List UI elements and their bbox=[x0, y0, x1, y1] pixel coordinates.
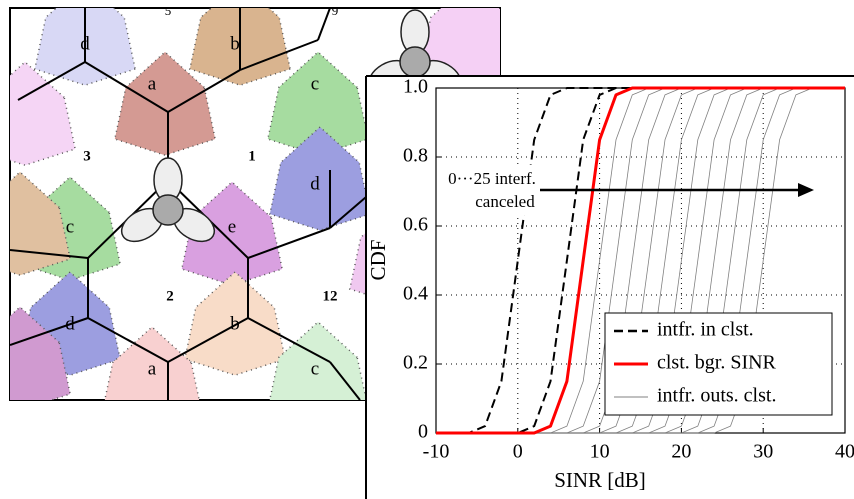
cell-label: 12 bbox=[323, 288, 338, 304]
cell-label: d bbox=[310, 173, 320, 194]
page: d b a c 3 1 d c e 2 12 d b a c 5 9 SINR [dB] CDF 0 0.2 0.4… bbox=[0, 0, 854, 499]
legend-label: intfr. in clst. bbox=[657, 319, 754, 341]
y-tick-label: 0.8 bbox=[403, 145, 428, 167]
chart-panel bbox=[366, 76, 854, 499]
y-tick-label: 0.4 bbox=[403, 283, 428, 305]
x-tick-label: 40 bbox=[835, 441, 854, 463]
cell-label: b bbox=[230, 313, 240, 334]
cell-label: b bbox=[230, 33, 240, 54]
x-tick-label: 30 bbox=[753, 441, 773, 463]
cell-label: 1 bbox=[248, 148, 256, 164]
legend: intfr. in clst. clst. bgr. SINR intfr. out… bbox=[605, 313, 832, 415]
annotation: 0···25 interf. bbox=[448, 169, 536, 188]
y-tick-label: 0.6 bbox=[403, 214, 428, 236]
x-axis-label: SINR [dB] bbox=[554, 468, 646, 492]
x-tick-label: 10 bbox=[590, 441, 610, 463]
cell-label: c bbox=[311, 73, 319, 94]
cell-label: c bbox=[311, 358, 319, 379]
cell-label: d bbox=[80, 33, 90, 54]
annotation: canceled bbox=[475, 192, 535, 211]
y-tick-label: 1.0 bbox=[403, 76, 428, 98]
cell-label: 2 bbox=[166, 288, 174, 304]
y-tick-label: 0 bbox=[418, 421, 428, 443]
x-tick-label: -10 bbox=[423, 441, 450, 463]
cell-label: 9 bbox=[332, 3, 339, 18]
cell-label: e bbox=[228, 216, 236, 237]
legend-label: clst. bgr. SINR bbox=[657, 352, 777, 374]
cell-label: c bbox=[66, 216, 74, 237]
legend-label: intfr. outs. clst. bbox=[657, 385, 776, 407]
cell-label: 3 bbox=[83, 148, 91, 164]
cell-label: a bbox=[148, 73, 157, 94]
y-axis-label: CDF bbox=[366, 240, 390, 281]
cell-label: d bbox=[65, 313, 75, 334]
base-station bbox=[153, 195, 183, 225]
cell-label: 5 bbox=[165, 3, 172, 18]
y-tick-label: 0.2 bbox=[403, 352, 428, 374]
x-tick-label: 0 bbox=[513, 441, 523, 463]
cell-label: a bbox=[148, 358, 157, 379]
base-station bbox=[400, 47, 430, 77]
x-tick-label: 20 bbox=[671, 441, 691, 463]
figure: d b a c 3 1 d c e 2 12 d b a c 5 9 SINR [dB] CDF 0 0.2 0.4… bbox=[0, 0, 854, 499]
